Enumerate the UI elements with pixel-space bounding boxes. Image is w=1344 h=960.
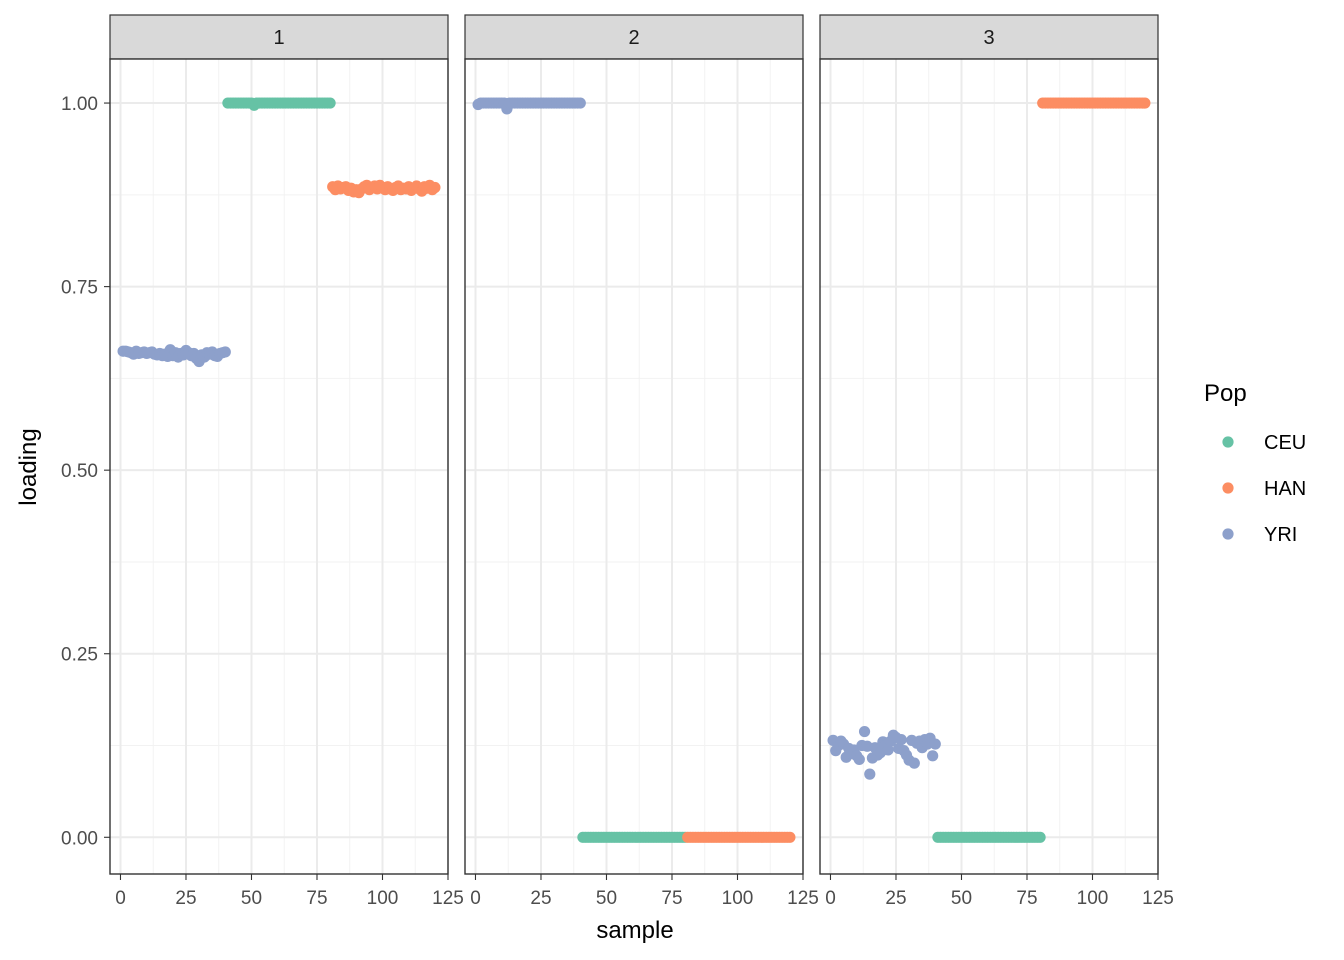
series-HAN bbox=[682, 831, 796, 843]
x-tick-label: 100 bbox=[367, 888, 399, 909]
y-tick-label: 0.75 bbox=[61, 278, 98, 299]
x-tick-label: 50 bbox=[951, 888, 972, 909]
x-tick-label: 75 bbox=[306, 888, 327, 909]
facet-strip bbox=[109, 14, 449, 60]
data-point-YRI bbox=[908, 757, 920, 769]
data-point-YRI bbox=[574, 97, 586, 109]
x-tick-label: 100 bbox=[722, 888, 754, 909]
data-point-YRI bbox=[882, 744, 894, 756]
x-tick-label: 125 bbox=[787, 888, 819, 909]
x-tick-label: 0 bbox=[825, 888, 836, 909]
x-tick-label: 50 bbox=[596, 888, 617, 909]
legend-label: CEU bbox=[1264, 432, 1306, 454]
series-YRI bbox=[472, 97, 586, 115]
facet-strip-label: 3 bbox=[983, 27, 994, 49]
data-points bbox=[117, 97, 441, 368]
data-point-YRI bbox=[929, 738, 941, 750]
y-tick-label: 1.00 bbox=[61, 94, 98, 115]
series-HAN bbox=[327, 179, 441, 199]
series-CEU bbox=[222, 97, 336, 111]
y-axis-title: loading bbox=[15, 428, 42, 505]
plot-area bbox=[820, 59, 1158, 874]
data-point-CEU bbox=[324, 97, 336, 109]
facet-panel-3: 3 0 25 50 75 100 125 bbox=[819, 14, 1174, 909]
data-point-HAN bbox=[1139, 97, 1151, 109]
data-point-HAN bbox=[784, 831, 796, 843]
x-tick-label: 125 bbox=[432, 888, 464, 909]
data-point-YRI bbox=[927, 750, 939, 762]
x-tick-label: 0 bbox=[115, 888, 126, 909]
panel-border bbox=[819, 58, 1159, 875]
legend-key-HAN bbox=[1222, 482, 1234, 494]
x-tick-label: 50 bbox=[241, 888, 262, 909]
data-points bbox=[472, 97, 796, 843]
legend-title: Pop bbox=[1204, 380, 1247, 407]
x-tick-label: 75 bbox=[661, 888, 682, 909]
panel-border bbox=[109, 58, 449, 875]
legend: Pop CEU HAN YRI bbox=[1204, 380, 1306, 546]
x-tick-label: 0 bbox=[470, 888, 481, 909]
x-tick-label: 75 bbox=[1016, 888, 1037, 909]
series-YRI bbox=[827, 725, 941, 780]
data-point-YRI bbox=[853, 753, 865, 766]
legend-item-HAN: HAN bbox=[1222, 478, 1306, 500]
facet-panel-1: 1 0 25 50 75 100 125 bbox=[109, 14, 464, 909]
y-tick-label: 0.00 bbox=[61, 828, 98, 849]
gridlines bbox=[110, 59, 449, 874]
data-point-YRI bbox=[219, 346, 231, 358]
series-HAN bbox=[1037, 97, 1151, 109]
data-points bbox=[827, 97, 1151, 843]
facet-panel-2: 2 0 25 50 75 100 125 bbox=[464, 14, 819, 909]
data-point-HAN bbox=[429, 181, 441, 194]
plot-area bbox=[465, 59, 803, 874]
legend-items: CEU HAN YRI bbox=[1222, 432, 1306, 546]
facet-strip-label: 1 bbox=[273, 27, 284, 49]
legend-key-YRI bbox=[1222, 528, 1234, 540]
legend-label: YRI bbox=[1264, 524, 1297, 546]
x-tick-label: 125 bbox=[1142, 888, 1174, 909]
legend-item-YRI: YRI bbox=[1222, 524, 1297, 546]
x-tick-label: 25 bbox=[885, 888, 906, 909]
data-point-YRI bbox=[895, 734, 907, 746]
data-point-YRI bbox=[858, 725, 871, 738]
series-YRI bbox=[117, 344, 231, 368]
data-point-CEU bbox=[1034, 831, 1046, 843]
y-tick-label: 0.25 bbox=[61, 645, 98, 666]
panel-border bbox=[464, 58, 804, 875]
facet-strip bbox=[464, 14, 804, 60]
legend-item-CEU: CEU bbox=[1222, 432, 1306, 454]
series-CEU bbox=[577, 831, 691, 843]
legend-key-CEU bbox=[1222, 436, 1234, 448]
series-CEU bbox=[932, 831, 1046, 843]
y-tick-label: 0.50 bbox=[61, 461, 98, 482]
x-axis-title: sample bbox=[596, 917, 673, 944]
x-tick-label: 25 bbox=[530, 888, 551, 909]
legend-label: HAN bbox=[1264, 478, 1306, 500]
x-tick-label: 100 bbox=[1077, 888, 1109, 909]
facet-strip-label: 2 bbox=[628, 27, 639, 49]
data-point-YRI bbox=[864, 768, 876, 780]
y-axis: 0.00 0.25 0.50 0.75 1.00 bbox=[61, 94, 110, 849]
x-tick-label: 25 bbox=[175, 888, 196, 909]
